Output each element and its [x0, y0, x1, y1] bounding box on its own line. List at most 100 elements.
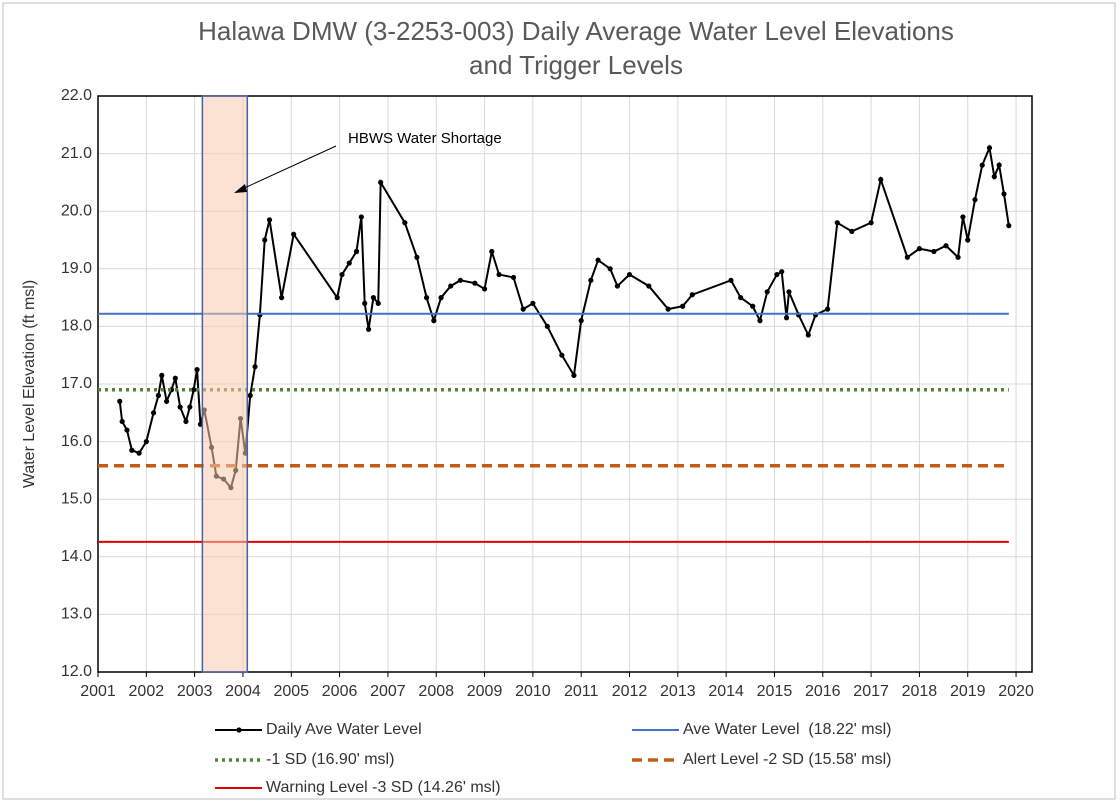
x-tick-label: 2015 — [757, 683, 793, 700]
y-tick-label: 19.0 — [61, 260, 92, 277]
data-point — [786, 289, 792, 295]
data-point — [972, 197, 978, 203]
data-point — [187, 404, 193, 410]
data-point — [834, 220, 840, 226]
data-point — [1006, 223, 1012, 229]
annotation: HBWS Water Shortage — [348, 130, 502, 147]
y-tick-label: 14.0 — [61, 548, 92, 565]
data-point — [194, 367, 200, 373]
data-point — [544, 323, 550, 329]
data-point — [689, 292, 695, 298]
y-tick-label: 20.0 — [61, 202, 92, 219]
y-tick-label: 18.0 — [61, 318, 92, 335]
data-point — [266, 217, 273, 223]
x-tick-label: 2009 — [467, 683, 503, 700]
x-tick-label: 2008 — [418, 683, 454, 700]
x-tick-label: 2002 — [129, 683, 165, 700]
data-point — [571, 372, 577, 378]
data-point — [728, 277, 734, 283]
data-point — [423, 295, 430, 301]
y-tick-label: 15.0 — [61, 490, 92, 507]
x-tick-label: 2006 — [322, 683, 358, 700]
data-point — [457, 277, 463, 283]
data-point — [164, 398, 170, 404]
data-point — [979, 162, 985, 168]
data-point — [868, 220, 874, 226]
data-point — [738, 295, 744, 301]
data-point — [291, 231, 297, 237]
data-point — [904, 254, 910, 260]
data-point — [764, 289, 770, 295]
data-point — [588, 277, 594, 283]
y-tick-label: 22.0 — [61, 87, 92, 104]
data-point — [143, 439, 149, 445]
data-point — [931, 248, 937, 255]
legend-label: -1 SD (16.90' msl) — [266, 751, 394, 768]
x-tick-label: 2001 — [80, 683, 116, 700]
data-point — [362, 300, 368, 306]
data-point — [614, 283, 621, 289]
data-point — [191, 387, 197, 393]
y-tick-label: 16.0 — [61, 433, 92, 450]
data-point — [155, 392, 161, 399]
data-point — [339, 271, 345, 278]
data-point — [825, 306, 831, 312]
data-point — [750, 303, 756, 309]
data-point — [783, 315, 790, 321]
data-point — [353, 248, 360, 255]
data-point — [520, 306, 526, 312]
data-point — [960, 214, 966, 220]
x-tick-label: 2005 — [273, 683, 309, 700]
data-point — [986, 145, 993, 151]
data-point — [119, 418, 125, 425]
data-point — [247, 392, 253, 399]
y-axis-label: Water Level Elevation (ft msl) — [21, 280, 38, 488]
legend-label: Daily Ave Water Level — [266, 721, 422, 738]
x-tick-label: 2014 — [708, 683, 744, 700]
data-point — [472, 280, 478, 286]
data-point — [878, 176, 884, 183]
chart-title: Halawa DMW (3-2253-003) Daily Average Wa… — [198, 16, 954, 46]
y-tick-label: 12.0 — [61, 663, 92, 680]
data-point — [496, 271, 502, 278]
x-tick-label: 2004 — [225, 683, 261, 700]
data-point — [370, 295, 377, 301]
x-tick-label: 2016 — [805, 683, 841, 700]
y-tick-label: 13.0 — [61, 606, 92, 623]
data-point — [996, 162, 1002, 168]
data-point — [117, 398, 123, 404]
data-point — [124, 427, 130, 433]
data-point — [358, 214, 364, 220]
arrow-head — [234, 184, 247, 193]
legend-label: Warning Level -3 SD (14.26' msl) — [266, 779, 501, 796]
annotation-arrow — [239, 145, 337, 191]
data-point — [172, 375, 178, 381]
data-point — [849, 228, 855, 234]
data-point — [136, 450, 142, 456]
data-point — [916, 246, 923, 252]
x-tick-label: 2019 — [950, 683, 986, 700]
data-point — [177, 404, 183, 410]
data-point — [530, 300, 536, 306]
shaded-span — [201, 95, 249, 673]
data-point — [578, 318, 584, 324]
legend-marker — [236, 727, 242, 733]
data-point — [1001, 191, 1007, 197]
x-tick-label: 2013 — [660, 683, 696, 700]
data-point — [262, 237, 268, 243]
data-point — [279, 295, 285, 301]
data-point — [481, 286, 488, 292]
data-point — [805, 332, 811, 338]
chart-title: and Trigger Levels — [469, 50, 683, 80]
legend-label: Alert Level -2 SD (15.58' msl) — [683, 751, 891, 768]
data-point — [646, 283, 652, 289]
data-point — [375, 300, 381, 306]
data-point — [774, 271, 780, 278]
plot-frame — [97, 95, 1033, 673]
data-point — [414, 254, 420, 260]
data-point — [489, 248, 495, 255]
x-tick-label: 2012 — [612, 683, 648, 700]
data-point — [159, 372, 165, 378]
